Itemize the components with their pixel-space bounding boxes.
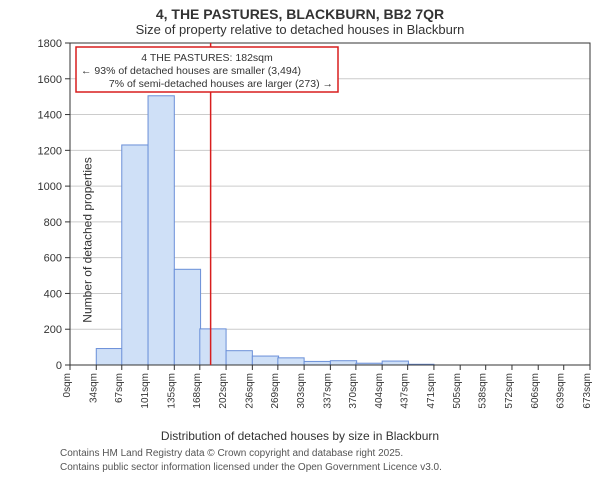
y-tick-label: 1200 bbox=[38, 145, 62, 157]
attribution-footer: Contains HM Land Registry data © Crown c… bbox=[0, 443, 600, 474]
chart-title-line2: Size of property relative to detached ho… bbox=[0, 22, 600, 37]
x-tick-label: 572sqm bbox=[504, 373, 515, 409]
x-tick-label: 202sqm bbox=[218, 373, 229, 409]
annotation-line: ← 93% of detached houses are smaller (3,… bbox=[81, 65, 301, 77]
histogram-bar bbox=[122, 145, 148, 365]
histogram-bar bbox=[330, 361, 356, 365]
x-tick-label: 538sqm bbox=[478, 373, 489, 409]
y-tick-label: 1800 bbox=[38, 38, 62, 50]
histogram-bar bbox=[148, 96, 174, 365]
x-tick-label: 673sqm bbox=[582, 373, 593, 409]
histogram-bar bbox=[382, 361, 408, 365]
histogram-bar bbox=[252, 356, 278, 365]
x-tick-label: 303sqm bbox=[296, 373, 307, 409]
chart-container: Number of detached properties 0 200 400 600… bbox=[0, 37, 600, 443]
x-tick-label: 34sqm bbox=[88, 373, 99, 403]
x-tick-label: 269sqm bbox=[270, 373, 281, 409]
x-tick-label: 337sqm bbox=[322, 373, 333, 409]
x-tick-label: 236sqm bbox=[244, 373, 255, 409]
y-tick-label: 1400 bbox=[38, 110, 62, 122]
x-tick-label: 404sqm bbox=[374, 373, 385, 409]
x-tick-label: 471sqm bbox=[426, 373, 437, 409]
x-tick-label: 505sqm bbox=[452, 373, 463, 409]
y-tick-label: 1000 bbox=[38, 181, 62, 193]
chart-title-line1: 4, THE PASTURES, BLACKBURN, BB2 7QR bbox=[0, 6, 600, 22]
footer-line2: Contains public sector information licen… bbox=[60, 461, 590, 475]
histogram-bar bbox=[278, 358, 304, 365]
x-tick-label: 0sqm bbox=[62, 373, 73, 397]
x-tick-label: 135sqm bbox=[166, 373, 177, 409]
annotation-line: 4 THE PASTURES: 182sqm bbox=[141, 52, 273, 64]
chart-title-block: 4, THE PASTURES, BLACKBURN, BB2 7QR Size… bbox=[0, 0, 600, 37]
annotation-line: 7% of semi-detached houses are larger (2… bbox=[109, 78, 333, 90]
footer-line1: Contains HM Land Registry data © Crown c… bbox=[60, 447, 590, 461]
x-tick-label: 370sqm bbox=[348, 373, 359, 409]
x-tick-label: 639sqm bbox=[556, 373, 567, 409]
histogram-bar bbox=[200, 329, 226, 365]
x-tick-label: 437sqm bbox=[400, 373, 411, 409]
histogram-bar bbox=[96, 349, 122, 365]
histogram-bar bbox=[174, 269, 200, 365]
x-tick-label: 606sqm bbox=[530, 373, 541, 409]
y-tick-label: 200 bbox=[44, 324, 62, 336]
y-tick-label: 1600 bbox=[38, 74, 62, 86]
histogram-bar bbox=[226, 351, 252, 365]
y-tick-label: 400 bbox=[44, 288, 62, 300]
histogram-bar bbox=[304, 361, 330, 365]
x-tick-label: 67sqm bbox=[114, 373, 125, 403]
x-tick-label: 101sqm bbox=[140, 373, 151, 409]
x-axis-title: Distribution of detached houses by size … bbox=[0, 429, 600, 443]
y-tick-label: 600 bbox=[44, 253, 62, 265]
y-tick-label: 0 bbox=[56, 360, 62, 372]
x-tick-label: 168sqm bbox=[192, 373, 203, 409]
y-tick-label: 800 bbox=[44, 217, 62, 229]
y-axis-title: Number of detached properties bbox=[81, 157, 95, 322]
